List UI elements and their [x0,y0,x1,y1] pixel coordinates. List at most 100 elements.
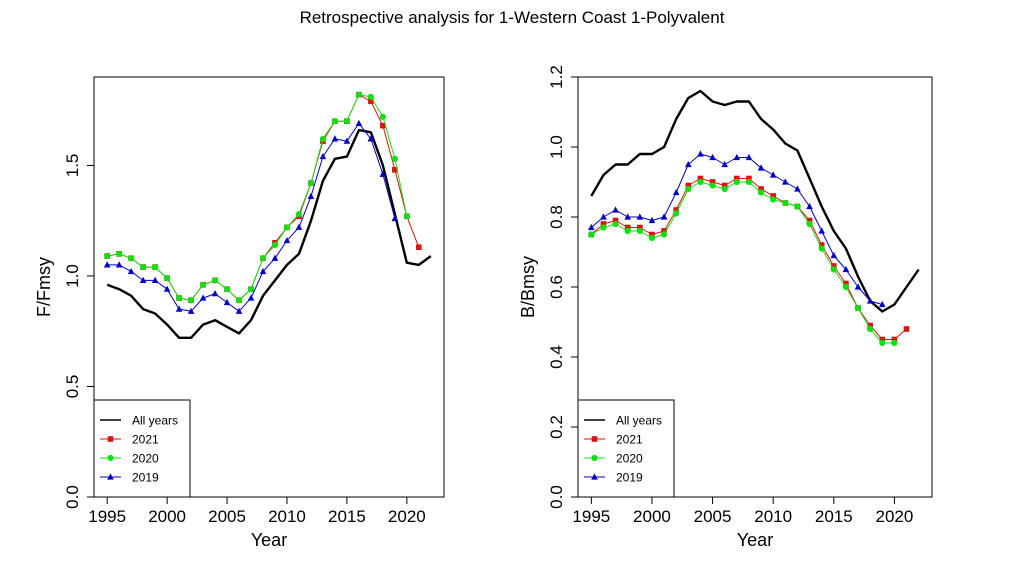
data-point [709,179,716,185]
data-point [127,267,135,275]
data-point [830,266,837,273]
data-point [588,231,595,238]
data-point [769,171,777,178]
x-tick-label: 2020 [388,507,426,526]
legend-entry: 2021 [100,433,159,447]
data-point [818,245,825,252]
x-axis-title: Year [251,530,287,550]
legend-label: 2021 [132,433,159,447]
series-2020 [588,178,898,347]
data-point [867,325,874,333]
series-line [106,128,432,339]
x-tick-label: 2005 [208,507,246,526]
data-point [152,264,159,271]
data-point [271,241,279,249]
series-line [591,181,895,344]
data-point [770,193,776,199]
data-point [733,153,741,161]
series-line [107,122,396,312]
legend-label: All years [616,414,662,428]
data-point [403,213,410,220]
data-point [163,285,171,292]
data-point [758,186,764,192]
x-tick-label: 2005 [694,507,732,526]
legend-marker [591,473,598,480]
y-tick-label: 0.2 [547,415,566,439]
data-point [175,305,183,312]
data-point [223,298,231,306]
data-point [878,300,886,308]
legend-label: 2020 [132,452,159,466]
data-point [685,160,692,168]
legend-box [577,399,675,498]
data-point [380,122,386,129]
data-point [600,221,607,227]
legend-label: 2020 [616,452,643,466]
data-point [866,297,874,304]
data-point [891,336,898,343]
data-point [104,252,111,260]
data-point [660,231,668,238]
x-axis-title: Year [737,530,773,550]
data-point [319,152,327,160]
data-point [211,277,219,284]
series-2019 [588,150,886,308]
data-point [649,231,655,238]
data-point [612,206,619,213]
data-point [612,220,619,228]
data-point [685,182,692,189]
data-point [115,261,123,268]
data-point [271,254,279,261]
data-point [367,93,374,100]
data-point [673,207,679,213]
series-line [590,178,907,340]
y-axis-title: B/Bmsy [518,256,538,318]
data-point [721,185,728,193]
data-point [211,290,219,297]
legend-label: All years [132,414,178,428]
data-point [831,263,837,269]
data-point [128,255,135,262]
data-point [187,307,195,314]
series-2021 [588,175,910,343]
data-point [745,178,753,186]
y-tick-label: 0.5 [63,375,82,399]
data-point [842,265,850,273]
data-point [745,153,753,161]
data-point [600,224,607,231]
data-point [733,178,740,186]
data-point [624,224,631,231]
data-point [721,160,728,168]
data-point [794,185,801,192]
data-point [624,227,631,235]
data-point [709,153,716,161]
plot-frame [577,76,933,498]
data-point [854,283,862,290]
panel-f-fmsy: 1995 2000 2005 2010 2015 2020 0.0 0.5 1.0 1.5 Year… [34,76,445,550]
data-point [830,251,838,259]
data-point [140,264,147,271]
y-tick-label: 0.0 [547,485,566,509]
series-all-years [590,89,920,313]
x-tick-label: 2015 [328,507,366,526]
data-point [648,216,656,224]
y-tick-label: 0.8 [547,205,566,229]
data-point [697,178,704,186]
y-tick-label: 0.4 [547,345,566,369]
data-point [151,276,159,283]
data-point [355,119,363,127]
data-point [319,135,327,142]
data-point [116,250,123,257]
data-point [379,170,387,177]
data-point [903,326,910,332]
data-point [343,137,351,144]
x-tick-label: 2010 [754,507,792,526]
data-point [661,228,667,234]
legend-marker [591,454,598,462]
data-point [199,294,207,301]
data-point [295,210,303,218]
data-point [187,297,195,304]
data-point [331,135,339,142]
legend-marker [107,436,114,442]
